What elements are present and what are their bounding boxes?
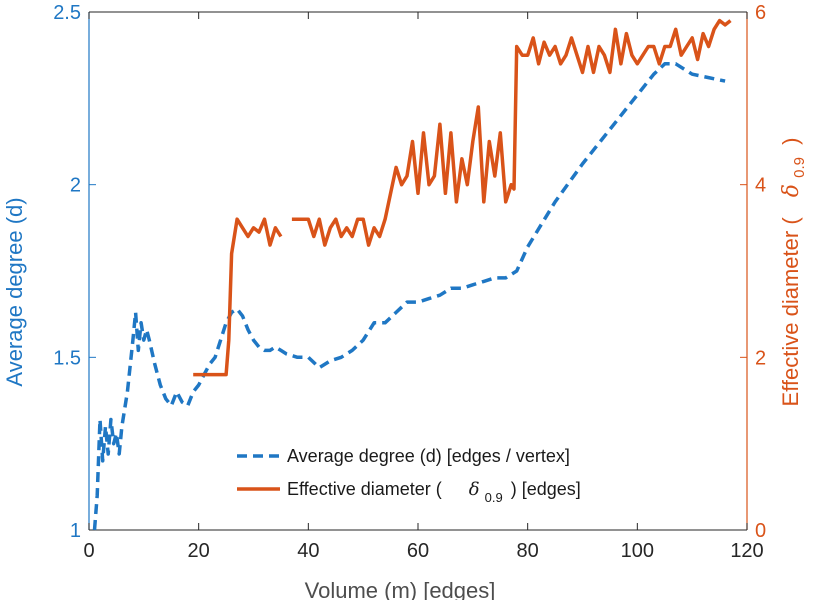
legend-label-tail: ) [edges] xyxy=(511,479,581,499)
legend-label-main: Effective diameter ( xyxy=(287,479,442,499)
left-y-axis-title: Average degree (d) xyxy=(2,197,27,386)
series-line-effective-diameter xyxy=(193,217,283,377)
x-axis-title: Volume (m) [edges] xyxy=(305,578,496,600)
x-tick-label: 0 xyxy=(83,540,94,562)
right-y-tick-label: 0 xyxy=(755,520,766,542)
right-y-axis-title-symbol: δ xyxy=(779,184,804,197)
right-y-tick-label: 6 xyxy=(755,2,766,24)
x-tick-label: 100 xyxy=(621,540,654,562)
left-y-tick-label: 1 xyxy=(70,520,81,542)
x-tick-label: 40 xyxy=(297,540,319,562)
right-y-axis-title-close: ) xyxy=(778,138,803,145)
x-axis: 0 20 40 60 80 100 120 xyxy=(83,11,764,562)
legend-label-effective-diameter: Effective diameter ( δ 0.9 ) [edges] xyxy=(287,479,581,506)
x-tick-label: 80 xyxy=(517,540,539,562)
right-y-tick-label: 4 xyxy=(755,175,766,197)
series-line-average-degree xyxy=(92,62,726,531)
right-y-axis-title: Effective diameter ( δ 0.9 ) xyxy=(778,138,809,407)
left-y-tick-label: 1.5 xyxy=(53,347,81,369)
right-y-axis-title-main: Effective diameter ( xyxy=(778,217,803,407)
right-y-axis: 0 2 4 6 xyxy=(740,2,766,542)
right-y-axis-title-sub: 0.9 xyxy=(791,157,808,178)
right-y-tick-label: 2 xyxy=(755,347,766,369)
x-tick-label: 20 xyxy=(188,540,210,562)
left-y-tick-label: 2.5 xyxy=(53,2,81,24)
legend-label-average-degree: Average degree (d) [edges / vertex] xyxy=(287,446,570,466)
legend: Average degree (d) [edges / vertex] Effe… xyxy=(237,446,581,506)
series-line-effective-diameter xyxy=(291,18,732,247)
x-tick-label: 60 xyxy=(407,540,429,562)
legend-label-sub: 0.9 xyxy=(485,490,503,505)
series-layer xyxy=(92,18,732,531)
left-y-tick-label: 2 xyxy=(70,175,81,197)
x-tick-label: 120 xyxy=(730,540,763,562)
legend-label-symbol: δ xyxy=(469,479,480,500)
left-y-axis: 1 1.5 2 2.5 xyxy=(53,2,96,542)
